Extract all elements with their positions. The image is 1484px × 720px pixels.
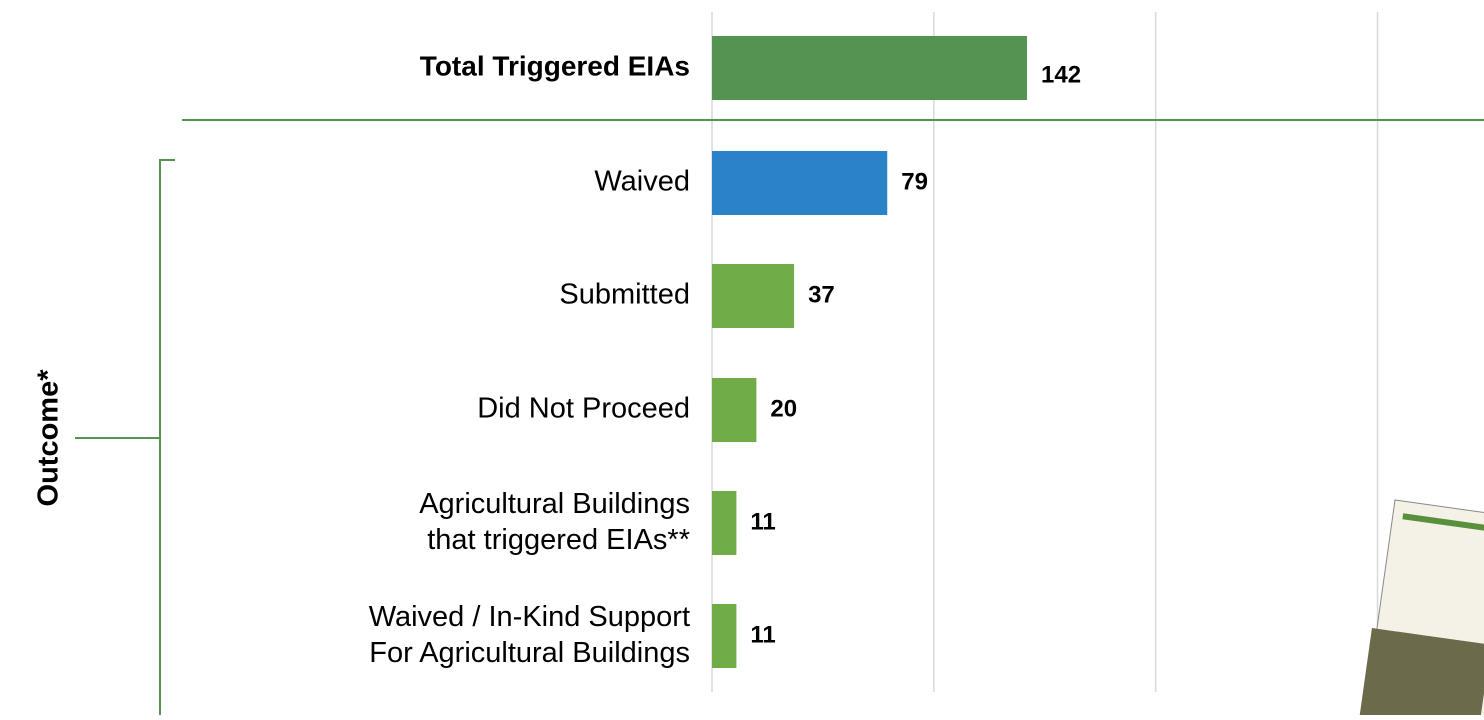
- bar: [712, 36, 1027, 100]
- value-label: 142: [1041, 61, 1081, 88]
- bar: [712, 151, 887, 215]
- bar: [712, 491, 736, 555]
- y-tick-label: Did Not Proceed: [477, 393, 690, 425]
- value-label: 79: [901, 168, 928, 195]
- y-tick-label: Submitted: [559, 279, 690, 311]
- group-bracket: [75, 160, 175, 715]
- bar: [712, 378, 756, 442]
- value-label: 20: [770, 395, 797, 422]
- value-label: 37: [808, 281, 835, 308]
- value-label: 11: [750, 621, 775, 648]
- y-tick-label: Waived: [594, 166, 690, 198]
- page: {"chart_data": {"type": "bar", "orientat…: [0, 0, 1484, 715]
- y-tick-label: Total Triggered EIAs: [420, 50, 690, 81]
- chart: Outcome* Total Triggered EIAs 142 Waived 79…: [0, 0, 1484, 715]
- bar: [712, 604, 736, 668]
- value-label: 11: [750, 508, 775, 535]
- bar: [712, 264, 794, 328]
- group-label: Outcome*: [33, 369, 65, 507]
